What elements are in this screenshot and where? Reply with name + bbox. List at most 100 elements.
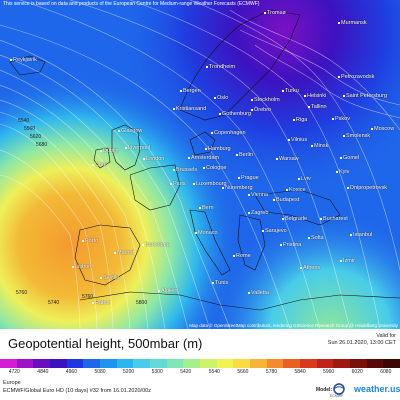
color-scale-swatch <box>16 359 34 368</box>
city-label: Rome <box>233 253 251 259</box>
color-scale-swatch <box>0 359 17 368</box>
city-label: Turku <box>282 88 299 94</box>
city-label: Reykjavík <box>10 57 37 63</box>
city-label: Izmir <box>340 258 355 264</box>
contour-label: 5680 <box>36 142 48 148</box>
ecmwf-logo-icon <box>333 383 345 395</box>
city-label: Sarajevo <box>262 228 287 234</box>
city-label: Valletta <box>248 290 269 296</box>
color-scale-tick: 5660 <box>237 369 249 375</box>
city-label: Riga <box>293 117 307 123</box>
model-label: Model: <box>316 387 333 393</box>
valid-date: Sun 26.01.2020, 13:00 CET <box>327 340 396 346</box>
city-label: Dnipropetrovsk <box>347 185 387 191</box>
city-label: Minsk <box>311 143 328 149</box>
color-scale-swatch <box>300 359 317 368</box>
color-scale-tick: 6080 <box>380 369 392 375</box>
color-scale-swatch <box>33 359 51 368</box>
city-label: Pskov <box>332 116 350 122</box>
city-label: Örebro <box>251 107 271 113</box>
city-label: Saint Petersburg <box>343 93 387 99</box>
color-scale-tick: 4720 <box>8 369 20 375</box>
city-label: Vienna <box>248 192 268 198</box>
color-scale-swatch <box>250 359 267 368</box>
city-label: Bucharest <box>320 216 348 222</box>
city-label: Budapest <box>273 197 299 203</box>
city-label: Madrid <box>114 250 134 256</box>
city-label: Cologne <box>203 165 227 171</box>
region-label: Europe <box>3 380 21 386</box>
contour-label: 5620 <box>30 134 42 140</box>
data-disclaimer: This service is based on data and produc… <box>3 1 260 7</box>
city-label: Gomel <box>340 155 359 161</box>
city-label: Seville <box>100 275 119 281</box>
model-run-label: ECMWF/Global Euro HD (10 days) #32 from … <box>3 388 151 394</box>
color-scale-swatch <box>83 359 101 368</box>
city-label: Tallinn <box>308 104 327 110</box>
city-label: Moscow <box>371 126 394 132</box>
color-scale-swatch <box>66 359 84 368</box>
city-label: Lviv <box>298 176 311 182</box>
city-label: Algiers <box>158 288 178 294</box>
color-scale-tick: 5840 <box>294 369 306 375</box>
color-scale-swatch <box>50 359 67 368</box>
city-label: Stockholm <box>251 97 280 103</box>
color-scale-swatch <box>216 359 234 368</box>
color-scale-swatch <box>116 359 134 368</box>
city-label: Smolensk <box>343 133 370 139</box>
color-scale-tick: 4840 <box>37 369 49 375</box>
contour-label: 5800 <box>136 300 148 306</box>
city-label: Amsterdam <box>188 155 219 161</box>
color-scale-tick: 5960 <box>323 369 335 375</box>
city-label: Lisbon <box>72 264 91 270</box>
color-scale-tick: 6020 <box>351 369 363 375</box>
color-scale-ticks: 4720 4840 4960 5080 5200 5300 5420 5540 5660 5780… <box>0 369 400 377</box>
color-scale-tick: 5200 <box>123 369 135 375</box>
color-scale-swatch <box>333 359 351 368</box>
contour-label: 5560 <box>24 126 36 132</box>
city-label: Monaco <box>195 230 218 236</box>
city-label: Athens <box>300 265 320 271</box>
city-label: Hamburg <box>205 146 231 152</box>
geopotential-field <box>0 0 400 329</box>
color-scale-swatch <box>133 359 151 368</box>
city-label: Bergen <box>180 88 201 94</box>
city-label: Pristina <box>280 242 301 248</box>
color-scale-tick: 5540 <box>208 369 220 375</box>
city-label: Belgrade <box>282 216 307 222</box>
color-scale-swatch <box>183 359 201 368</box>
color-scale-swatch <box>350 359 367 368</box>
contour-label: 5740 <box>48 300 60 306</box>
city-label: Oslo <box>214 95 228 101</box>
city-label: Kosice <box>286 187 306 193</box>
city-label: Bern <box>199 205 214 211</box>
color-scale-tick: 5780 <box>265 369 278 375</box>
color-scale-swatch <box>200 359 217 368</box>
city-label: Tunis <box>212 280 228 286</box>
color-scale-tick: 5300 <box>151 369 163 375</box>
color-scale-swatch <box>383 359 400 368</box>
city-label: Istanbul <box>350 232 372 238</box>
city-label: Warsaw <box>276 156 299 162</box>
city-label: Berlin <box>236 152 253 158</box>
color-scale-swatch <box>100 359 117 368</box>
city-label: Trondheim <box>206 64 235 70</box>
high-pressure-shading <box>0 0 400 329</box>
city-label: Porto <box>82 238 98 244</box>
city-label: Petrozavodsk <box>338 74 374 80</box>
color-scale-swatch <box>150 359 167 368</box>
color-scale-tick: 5420 <box>180 369 192 375</box>
city-label: Dublin <box>100 148 119 154</box>
weatherus-logo[interactable]: weather.us <box>354 384 400 394</box>
color-scale-swatch <box>166 359 184 368</box>
city-label: London <box>143 156 164 162</box>
legend-panel: Geopotential height, 500mbar (m) Valid f… <box>0 329 400 400</box>
color-scale-swatch <box>316 359 334 368</box>
city-label: Gothenburg <box>219 111 251 117</box>
color-scale-tick: 4960 <box>65 369 77 375</box>
city-label: Luxembourg <box>193 181 227 187</box>
weather-map: This service is based on data and produc… <box>0 0 400 329</box>
color-scale-swatch <box>266 359 284 368</box>
city-label: Brussels <box>173 167 197 173</box>
contour-label: 5540 <box>18 118 30 124</box>
